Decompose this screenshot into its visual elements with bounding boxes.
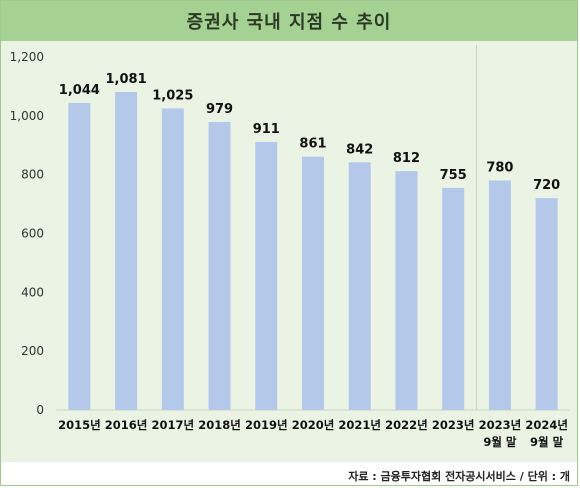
y-tick-label: 200 xyxy=(21,344,44,358)
source-note: 자료 : 금융투자협회 전자공시서비스 / 단위 : 개 xyxy=(348,470,570,483)
x-tick-label: 2015년 xyxy=(58,418,101,432)
data-label: 979 xyxy=(206,102,233,117)
bar xyxy=(161,108,184,411)
y-tick-label: 600 xyxy=(21,227,44,241)
title-bar: 증권사 국내 지점 수 추이 xyxy=(1,1,577,41)
x-tick-label: 9월 말 xyxy=(483,435,517,449)
x-tick-label: 9월 말 xyxy=(530,435,564,449)
plot-area xyxy=(1,41,577,462)
x-tick-label: 2021년 xyxy=(338,418,381,432)
x-tick-label: 2018년 xyxy=(198,418,241,432)
bar xyxy=(348,162,371,410)
bar xyxy=(255,142,278,410)
bar xyxy=(68,102,91,410)
data-label: 1,025 xyxy=(152,88,193,103)
bar xyxy=(302,156,324,410)
x-tick-label: 2023년 xyxy=(479,418,522,432)
y-tick-label: 1,000 xyxy=(10,109,44,123)
data-label: 720 xyxy=(533,178,560,193)
data-label: 1,044 xyxy=(59,83,100,98)
y-tick-label: 400 xyxy=(21,285,44,299)
data-label: 861 xyxy=(299,137,326,152)
data-label: 780 xyxy=(486,161,513,176)
x-tick-label: 2024년 xyxy=(525,418,568,432)
data-label: 755 xyxy=(440,168,467,183)
data-label: 1,081 xyxy=(106,72,147,87)
bar xyxy=(208,122,231,410)
y-tick-label: 800 xyxy=(21,168,44,182)
data-label: 842 xyxy=(346,142,373,157)
x-tick-label: 2019년 xyxy=(245,418,288,432)
bar xyxy=(535,198,558,410)
x-tick-label: 2023년 xyxy=(432,418,475,432)
data-label: 812 xyxy=(393,151,420,166)
bar xyxy=(115,92,138,411)
chart-title: 증권사 국내 지점 수 추이 xyxy=(186,12,392,33)
bar xyxy=(488,180,511,410)
x-tick-label: 2022년 xyxy=(385,418,428,432)
y-tick-label: 1,200 xyxy=(10,50,44,64)
bar xyxy=(442,187,465,410)
x-tick-label: 2020년 xyxy=(292,418,335,432)
x-tick-label: 2016년 xyxy=(105,418,148,432)
data-label: 911 xyxy=(253,122,280,137)
bar-chart: 0 200 400 600 800 1,000 1,200 1,044 2015년 1,081 20… xyxy=(10,45,570,449)
x-tick-label: 2017년 xyxy=(152,418,195,432)
bar xyxy=(395,171,418,410)
y-tick-label: 0 xyxy=(36,403,44,417)
